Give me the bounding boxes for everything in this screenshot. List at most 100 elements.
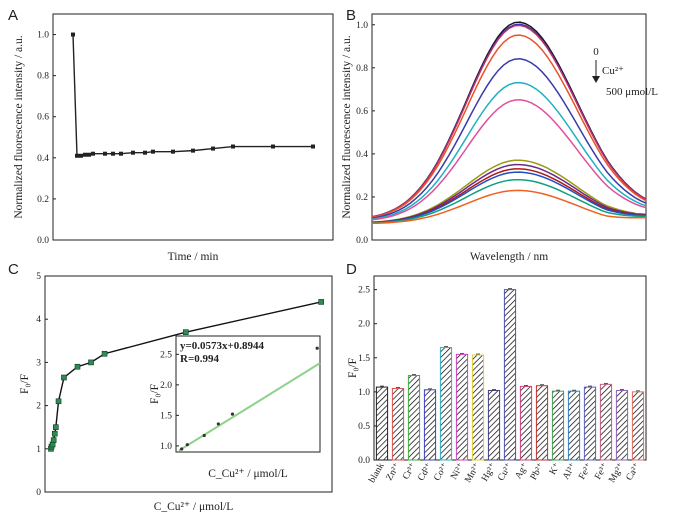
- a-data-point: [79, 153, 83, 158]
- c-inset-data-point: [180, 447, 184, 451]
- c-inset-y-tick-label: 1.0: [160, 442, 172, 452]
- d-y-tick-label: 2.5: [358, 286, 370, 296]
- c-y-tick-label: 1: [36, 445, 41, 455]
- d-y-tick-label: 0.5: [358, 422, 370, 432]
- d-bar: [503, 289, 517, 461]
- c-x-axis-label: C_Cu²⁺ / μmol/L: [154, 501, 234, 512]
- d-category-label: blank: [367, 461, 386, 484]
- a-data-point: [119, 151, 123, 156]
- b-series-1: [371, 23, 647, 218]
- b-series-0: [371, 21, 647, 218]
- c-inset-y-axis-label: F₀/F: [149, 384, 161, 404]
- panel-label-b: B: [346, 7, 356, 24]
- panel-c: 0 1 2 3 4 5 C_Cu²⁺ / μmol/L F₀/F 1.0 1.5 2.0 2.5 y=0…: [19, 272, 333, 512]
- d-category-label: Co²⁺: [432, 462, 450, 483]
- a-data-point: [87, 152, 91, 157]
- c-data-point: [182, 329, 189, 335]
- d-bar: [631, 391, 645, 461]
- panel-label-a: A: [8, 7, 18, 24]
- c-inset-data-point: [230, 412, 235, 416]
- b-x-axis-label: Wavelength / nm: [470, 251, 548, 263]
- a-data-point: [71, 32, 75, 37]
- c-data-point: [53, 424, 59, 431]
- c-y-tick-label: 2: [36, 402, 41, 412]
- d-bar: [583, 386, 597, 461]
- a-data-point: [103, 151, 107, 156]
- a-y-tick-label: 0.6: [37, 113, 49, 123]
- b-series-4: [371, 58, 647, 219]
- d-category-label: Zn²⁺: [385, 462, 403, 483]
- b-series-3: [371, 34, 647, 219]
- d-bar: [407, 374, 421, 461]
- c-y-tick-label: 4: [36, 315, 41, 325]
- a-data-point: [111, 151, 115, 156]
- b-y-axis-label: Normalized fluorescence intensity / a.u.: [341, 35, 353, 218]
- a-data-point: [231, 144, 235, 149]
- d-category-label: Ca²⁺: [625, 462, 643, 483]
- c-data-point: [88, 359, 94, 366]
- c-data-point: [318, 299, 324, 305]
- d-category-label: Hg²⁺: [480, 462, 498, 484]
- a-data-point: [91, 151, 95, 156]
- a-data-point: [131, 150, 135, 155]
- c-inset-y-tick-label: 2.5: [160, 350, 172, 360]
- b-y-tick-label: 0.8: [356, 64, 368, 74]
- c-inset-data-point: [315, 346, 319, 350]
- b-series-6: [371, 99, 647, 221]
- b-y-tick-label: 0.6: [356, 107, 368, 117]
- c-inset-y-tick-label: 1.5: [160, 411, 172, 421]
- c-y-tick-label: 3: [36, 358, 41, 368]
- a-plot-frame: [52, 13, 334, 241]
- d-category-label: Fe²⁺: [577, 462, 594, 482]
- a-data-point: [311, 144, 315, 149]
- d-category-label: Mn²⁺: [463, 462, 482, 485]
- c-data-point: [74, 363, 81, 370]
- d-y-tick-label: 1.5: [358, 354, 370, 364]
- b-series-10: [371, 171, 647, 224]
- b-series-12: [371, 189, 647, 225]
- b-y-tick-label: 0.2: [356, 193, 368, 203]
- d-bar: [567, 390, 581, 461]
- b-plot-frame: [371, 13, 647, 241]
- d-y-tick-label: 0.0: [358, 456, 370, 466]
- d-category-label: Cd²⁺: [416, 462, 434, 483]
- a-y-tick-label: 0.8: [37, 72, 49, 82]
- d-category-label: Al³⁺: [561, 462, 578, 482]
- b-annotation-bottom: 500 μmol/L: [606, 86, 658, 98]
- d-category-label: Pb²⁺: [529, 462, 547, 483]
- d-bar: [615, 389, 629, 461]
- d-category-label: Mg²⁺: [607, 462, 626, 485]
- b-annotation-arrow-head: [592, 76, 600, 83]
- d-category-label: Ag⁺: [514, 462, 531, 481]
- c-plot-frame: [44, 275, 333, 493]
- d-bar: [487, 389, 501, 461]
- panel-a: 0.0 0.2 0.4 0.6 0.8 1.0 Time / min Normalized f…: [13, 13, 334, 263]
- d-bar: [391, 387, 405, 461]
- b-y-tick-label: 0.4: [356, 150, 368, 160]
- a-data-point: [151, 149, 155, 154]
- d-bar: [375, 386, 389, 461]
- a-data-point: [83, 152, 87, 157]
- d-y-tick-label: 2.0: [358, 320, 370, 330]
- d-bar: [439, 347, 453, 461]
- d-y-tick-label: 1.0: [358, 388, 370, 398]
- c-data-point: [51, 430, 58, 437]
- c-inset-y-tick-label: 2.0: [160, 381, 172, 391]
- a-data-point: [211, 146, 215, 151]
- a-y-tick-label: 0.0: [37, 236, 49, 246]
- d-bar: [455, 353, 469, 461]
- d-bar: [599, 383, 613, 461]
- b-series-5: [371, 81, 647, 220]
- a-data-point: [75, 153, 79, 158]
- a-x-axis-label: Time / min: [168, 251, 219, 263]
- d-bar: [551, 390, 565, 461]
- a-series-line: [72, 34, 313, 157]
- a-data-point: [191, 148, 195, 153]
- d-category-label: K⁺: [548, 462, 563, 477]
- c-data-point: [61, 374, 67, 381]
- c-data-point: [50, 437, 57, 443]
- c-inset-data-point: [185, 443, 189, 447]
- a-data-point: [171, 149, 175, 154]
